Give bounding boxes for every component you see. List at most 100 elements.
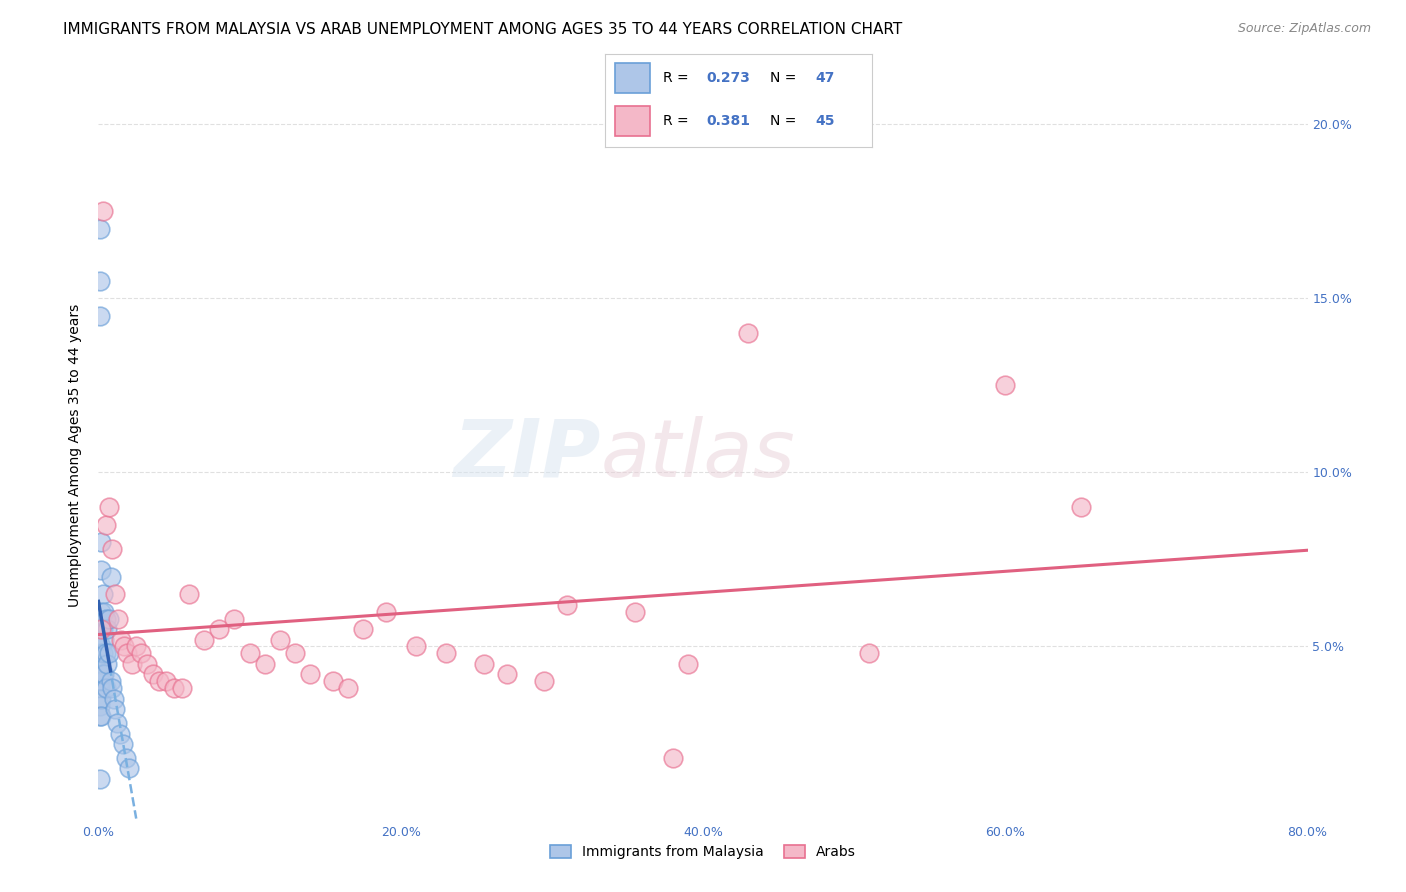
Point [163, 681, 186, 696]
Point [533, 674, 555, 689]
Point [555, 598, 578, 612]
Point [142, 667, 165, 681]
Point [89, 698, 111, 713]
Point [208, 622, 231, 636]
Point [89, 709, 111, 723]
Text: N =: N = [770, 114, 801, 128]
Point [91, 204, 114, 219]
Text: N =: N = [770, 70, 801, 85]
Point [110, 632, 132, 647]
Point [93, 605, 115, 619]
Point [90, 674, 112, 689]
Point [239, 647, 262, 661]
Point [193, 632, 215, 647]
Point [322, 674, 344, 689]
Point [1070, 500, 1092, 515]
Point [405, 640, 427, 654]
Point [336, 681, 359, 696]
Point [98, 500, 121, 515]
Point [269, 632, 291, 647]
Point [90, 563, 112, 577]
Point [89, 647, 111, 661]
Point [104, 702, 127, 716]
Point [93, 632, 115, 647]
Point [91, 622, 114, 636]
Point [94, 681, 117, 696]
Point [90, 691, 112, 706]
Text: 0.381: 0.381 [706, 114, 749, 128]
Point [253, 657, 276, 671]
Point [94, 612, 117, 626]
Text: 47: 47 [815, 70, 835, 85]
Text: Source: ZipAtlas.com: Source: ZipAtlas.com [1237, 22, 1371, 36]
Text: atlas: atlas [600, 416, 794, 494]
Point [91, 667, 114, 681]
Point [284, 647, 307, 661]
Text: R =: R = [664, 70, 693, 85]
FancyBboxPatch shape [616, 106, 650, 136]
Point [89, 274, 111, 288]
Text: 45: 45 [815, 114, 835, 128]
FancyBboxPatch shape [616, 63, 650, 93]
Point [111, 737, 134, 751]
Point [148, 674, 170, 689]
Point [352, 622, 374, 636]
Point [179, 587, 201, 601]
Point [89, 657, 111, 671]
Point [93, 667, 115, 681]
Text: ZIP: ZIP [453, 416, 600, 494]
Point [107, 612, 129, 626]
Point [90, 622, 112, 636]
Point [495, 667, 517, 681]
Point [676, 657, 699, 671]
Point [96, 622, 118, 636]
Point [98, 612, 121, 626]
Point [90, 622, 112, 636]
Point [125, 640, 148, 654]
Point [89, 772, 111, 786]
Point [89, 691, 111, 706]
Point [858, 647, 880, 661]
Point [90, 535, 112, 549]
Point [624, 605, 647, 619]
Text: IMMIGRANTS FROM MALAYSIA VS ARAB UNEMPLOYMENT AMONG AGES 35 TO 44 YEARS CORRELAT: IMMIGRANTS FROM MALAYSIA VS ARAB UNEMPLO… [63, 22, 903, 37]
Point [91, 647, 114, 661]
Point [89, 622, 111, 636]
Point [104, 587, 127, 601]
Legend: Immigrants from Malaysia, Arabs: Immigrants from Malaysia, Arabs [544, 839, 862, 865]
Point [91, 587, 114, 601]
Point [105, 716, 128, 731]
Point [129, 647, 152, 661]
Point [155, 674, 177, 689]
Point [472, 657, 495, 671]
Point [112, 640, 135, 654]
Point [135, 657, 157, 671]
Point [299, 667, 322, 681]
Point [115, 647, 138, 661]
Point [121, 657, 143, 671]
Point [100, 674, 122, 689]
Point [103, 691, 125, 706]
Point [94, 647, 117, 661]
Point [101, 541, 124, 556]
Point [90, 605, 112, 619]
Text: 0.273: 0.273 [706, 70, 749, 85]
Point [661, 751, 683, 765]
Point [89, 674, 111, 689]
Point [994, 378, 1017, 392]
Point [101, 681, 124, 696]
Point [90, 657, 112, 671]
Point [737, 326, 759, 340]
Y-axis label: Unemployment Among Ages 35 to 44 years: Unemployment Among Ages 35 to 44 years [69, 303, 83, 607]
Point [434, 647, 457, 661]
Text: R =: R = [664, 114, 693, 128]
Point [170, 681, 193, 696]
Point [94, 517, 117, 532]
Point [100, 570, 122, 584]
Point [118, 761, 141, 775]
Point [89, 309, 111, 323]
Point [89, 681, 111, 696]
Point [89, 640, 111, 654]
Point [89, 221, 111, 235]
Point [90, 640, 112, 654]
